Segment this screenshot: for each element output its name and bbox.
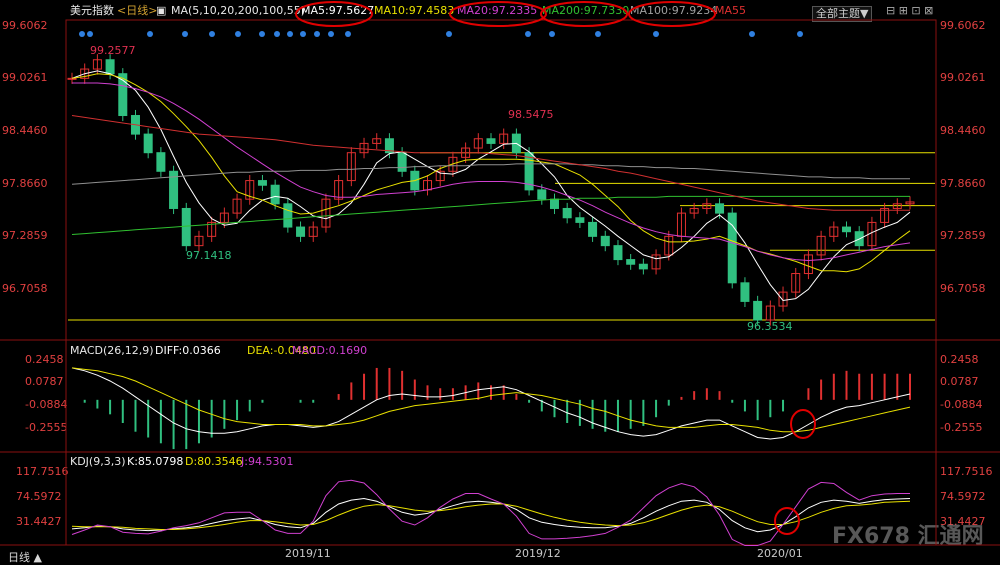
ma55-value: MA55 <box>715 4 747 17</box>
ma-settings-label: MA(5,10,20,200,100,55) <box>171 4 306 17</box>
macd-tick-left-0: 0.2458 <box>25 353 64 366</box>
ma10-value: MA10:97.4583 <box>374 4 455 17</box>
price-tick-left-5: 96.7058 <box>2 282 48 295</box>
macd-diff: DIFF:0.0366 <box>155 344 221 357</box>
low-annotation-2: 96.3534 <box>747 320 793 333</box>
price-tick-right-0: 99.6062 <box>940 19 986 32</box>
price-tick-left-2: 98.4460 <box>2 124 48 137</box>
period-label[interactable]: <日线> <box>117 4 158 17</box>
price-tick-right-2: 98.4460 <box>940 124 986 137</box>
kdj-tick-left-2: 31.4427 <box>16 515 62 528</box>
watermark-logo: FX678 汇通网 <box>832 524 984 549</box>
price-tick-right-1: 99.0261 <box>940 71 986 84</box>
price-tick-right-3: 97.8660 <box>940 177 986 190</box>
kdj-tick-left-0: 117.7516 <box>16 465 69 478</box>
kdj-tick-right-1: 74.5972 <box>940 490 986 503</box>
macd-tick-right-2: -0.0884 <box>940 398 983 411</box>
kdj-k: K:85.0798 <box>127 455 184 468</box>
price-tick-left-1: 99.0261 <box>2 71 48 84</box>
kdj-title: KDJ(9,3,3) <box>70 455 126 468</box>
kdj-tick-right-0: 117.7516 <box>940 465 993 478</box>
macd-tick-right-0: 0.2458 <box>940 353 979 366</box>
macd-tick-right-3: -0.2555 <box>940 421 983 434</box>
price-tick-left-3: 97.8660 <box>2 177 48 190</box>
high-annotation-1: 99.2577 <box>90 44 136 57</box>
macd-tick-left-3: -0.2555 <box>25 421 68 434</box>
kdj-tick-left-1: 74.5972 <box>16 490 62 503</box>
ma5-value: MA5:97.5627 <box>301 4 375 17</box>
header-tool-icons[interactable]: ⊟ ⊞ ⊡ ⊠ <box>886 4 934 17</box>
ma20-value: MA20:97.2335 <box>457 4 538 17</box>
price-tick-right-5: 96.7058 <box>940 282 986 295</box>
ma100-value: MA100:97.9234 <box>630 4 718 17</box>
macd-title: MACD(26,12,9) <box>70 344 154 357</box>
macd-tick-right-1: 0.0787 <box>940 375 979 388</box>
theme-dropdown[interactable]: 全部主题▼ <box>812 6 873 22</box>
low-annotation-1: 97.1418 <box>186 249 232 262</box>
period-toggle-button[interactable]: 日线 ▲ <box>8 551 42 564</box>
kdj-d: D:80.3546 <box>185 455 243 468</box>
price-tick-left-4: 97.2859 <box>2 229 48 242</box>
index-name: 美元指数 <box>70 4 114 17</box>
x-tick-nov: 2019/11 <box>285 547 331 560</box>
minimize-icon[interactable]: ▣ <box>156 4 167 17</box>
kdj-j: J:94.5301 <box>241 455 294 468</box>
x-tick-dec: 2019/12 <box>515 547 561 560</box>
ma200-value: MA200:97.7330 <box>542 4 630 17</box>
macd-tick-left-2: -0.0884 <box>25 398 68 411</box>
kdj-tick-right-2: 31.4427 <box>940 515 986 528</box>
macd-value: MACD:0.1690 <box>292 344 368 357</box>
price-tick-right-4: 97.2859 <box>940 229 986 242</box>
price-tick-left-0: 99.6062 <box>2 19 48 32</box>
x-tick-jan: 2020/01 <box>757 547 803 560</box>
high-annotation-2: 98.5475 <box>508 108 554 121</box>
macd-tick-left-1: 0.0787 <box>25 375 64 388</box>
